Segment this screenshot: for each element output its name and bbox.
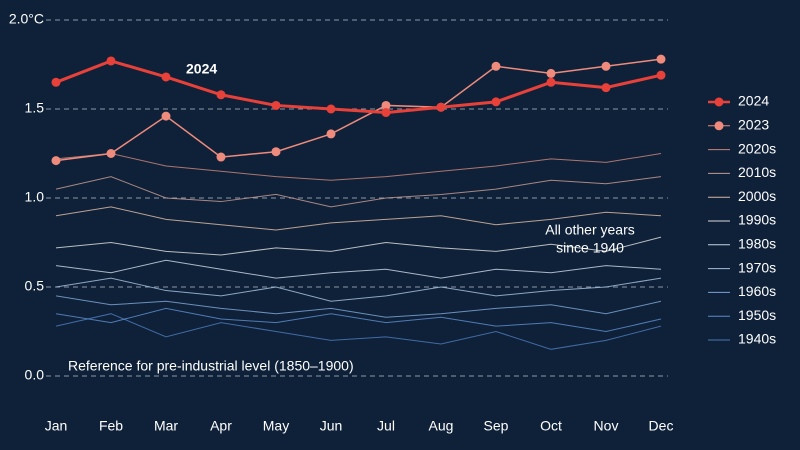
series-line bbox=[55, 152, 662, 181]
point bbox=[271, 100, 281, 110]
series-line bbox=[55, 206, 662, 231]
y-tick-label: 0.5 bbox=[25, 278, 45, 294]
legend-label: 2020s bbox=[738, 140, 776, 156]
point bbox=[216, 90, 226, 100]
series-line bbox=[55, 307, 662, 333]
legend-label: 1960s bbox=[738, 283, 776, 299]
series-line bbox=[55, 277, 662, 302]
others-label: All other years bbox=[545, 222, 634, 238]
y-tick-label: 2.0°C bbox=[9, 11, 44, 27]
y-tick-label: 1.0 bbox=[25, 189, 45, 205]
point bbox=[216, 152, 226, 162]
y-tick-label: 0.0 bbox=[25, 367, 45, 383]
series-line bbox=[55, 236, 662, 256]
series-line bbox=[55, 176, 662, 208]
point bbox=[656, 54, 666, 64]
legend-label: 2010s bbox=[738, 164, 776, 180]
x-tick-label: May bbox=[263, 418, 289, 434]
point bbox=[491, 61, 501, 71]
x-tick-label: Jun bbox=[320, 418, 343, 434]
legend-label: 1990s bbox=[738, 212, 776, 228]
point bbox=[106, 56, 116, 66]
x-tick-label: Feb bbox=[99, 418, 123, 434]
point bbox=[326, 104, 336, 114]
highlight-label: 2024 bbox=[186, 61, 217, 77]
point bbox=[491, 97, 501, 107]
series-line bbox=[55, 259, 662, 279]
series-line bbox=[55, 295, 662, 318]
point bbox=[161, 72, 171, 82]
point bbox=[161, 111, 171, 121]
point bbox=[546, 77, 556, 87]
point bbox=[51, 77, 61, 87]
legend-marker bbox=[714, 121, 724, 131]
series-line bbox=[55, 58, 662, 162]
x-tick-label: Apr bbox=[210, 418, 232, 434]
x-tick-label: Oct bbox=[540, 418, 562, 434]
x-tick-label: Nov bbox=[594, 418, 619, 434]
point bbox=[381, 108, 391, 118]
legend-label: 1980s bbox=[738, 236, 776, 252]
point bbox=[326, 129, 336, 139]
x-tick-label: Sep bbox=[484, 418, 509, 434]
others-label: since 1940 bbox=[556, 240, 624, 256]
x-tick-label: Dec bbox=[649, 418, 674, 434]
point bbox=[106, 149, 116, 158]
x-tick-label: Mar bbox=[154, 418, 178, 434]
point bbox=[656, 70, 666, 80]
legend-label: 2024 bbox=[738, 93, 769, 109]
legend-label: 2000s bbox=[738, 188, 776, 204]
point bbox=[436, 102, 446, 112]
series-line bbox=[55, 313, 662, 350]
point bbox=[601, 61, 611, 71]
reference-label: Reference for pre-industrial level (1850… bbox=[68, 358, 354, 374]
point bbox=[601, 83, 611, 93]
legend-label: 1940s bbox=[738, 331, 776, 347]
legend-label: 1950s bbox=[738, 307, 776, 323]
x-tick-label: Aug bbox=[429, 418, 454, 434]
point bbox=[51, 156, 61, 166]
legend-marker bbox=[714, 97, 724, 107]
x-tick-label: Jul bbox=[377, 418, 395, 434]
x-tick-label: Jan bbox=[45, 418, 68, 434]
legend-label: 1970s bbox=[738, 259, 776, 275]
legend-label: 2023 bbox=[738, 117, 769, 133]
series-line bbox=[55, 59, 662, 115]
point bbox=[546, 68, 556, 78]
y-tick-label: 1.5 bbox=[25, 100, 45, 116]
point bbox=[271, 147, 281, 157]
point bbox=[381, 100, 391, 110]
